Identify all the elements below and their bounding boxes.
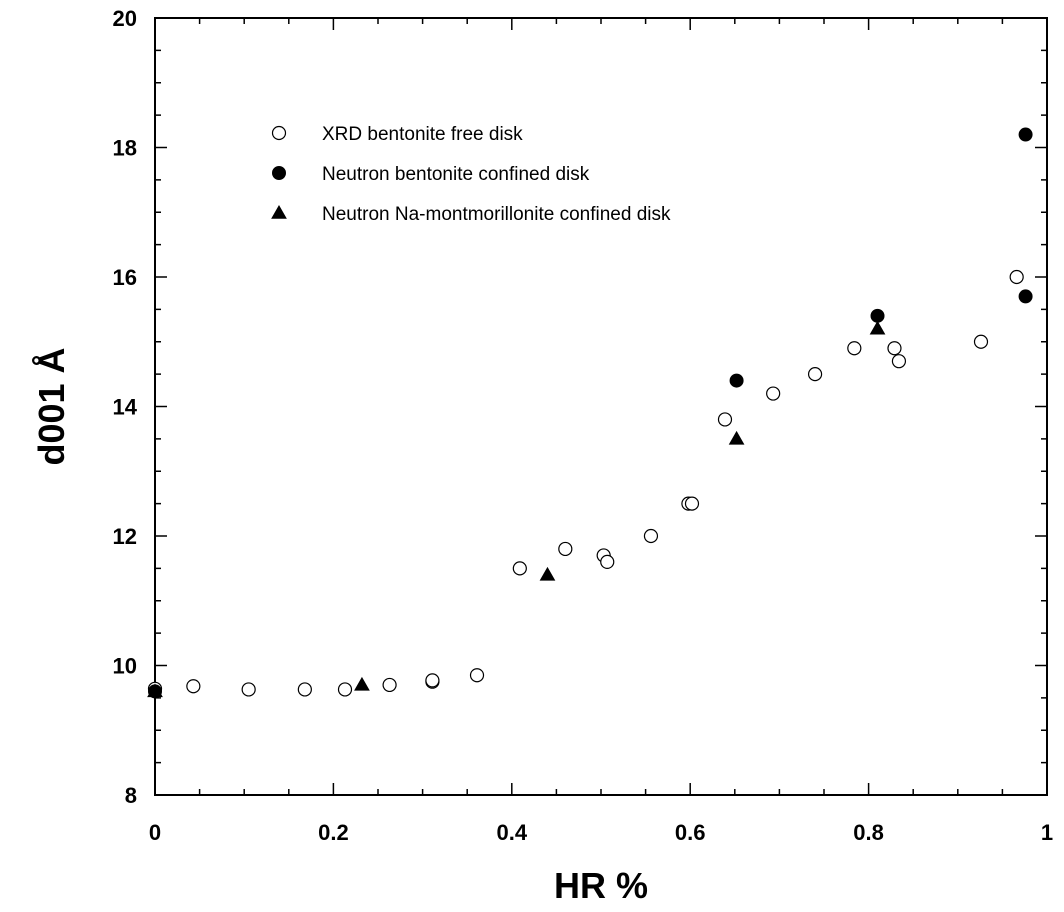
data-point: [337, 682, 353, 697]
legend-item: Neutron bentonite confined disk: [272, 164, 590, 185]
data-point: [186, 679, 201, 694]
y-tick-label: 20: [113, 6, 137, 31]
data-point: [600, 554, 615, 570]
data-point: [643, 528, 659, 544]
x-tick-label: 0.6: [675, 820, 706, 845]
data-point: [869, 320, 886, 335]
data-point: [241, 682, 256, 697]
data-point: [684, 496, 700, 511]
x-tick-label: 0.8: [853, 820, 884, 845]
data-point: [729, 373, 744, 388]
legend-label: Neutron Na-montmorillonite confined disk: [322, 204, 671, 225]
data-point: [147, 683, 163, 698]
data-point: [807, 367, 823, 382]
data-point: [1009, 269, 1024, 285]
x-tick-label: 0.2: [318, 820, 349, 845]
y-tick-label: 12: [113, 524, 137, 549]
series-3: [147, 320, 886, 698]
data-point: [558, 541, 573, 557]
y-tick-label: 10: [113, 654, 137, 679]
data-point: [382, 677, 397, 693]
legend-label: XRD bentonite free disk: [322, 124, 523, 145]
data-point: [354, 676, 370, 691]
data-point: [973, 334, 989, 349]
y-axis-title: d001 Å: [31, 347, 72, 465]
series-1: [147, 269, 1024, 697]
x-tick-label: 0: [149, 820, 161, 845]
x-tick-label: 0.4: [497, 820, 528, 845]
y-tick-label: 16: [113, 265, 137, 290]
legend-marker: [272, 166, 286, 180]
data-point: [847, 341, 862, 356]
data-point: [1018, 127, 1033, 142]
series-2: [148, 127, 1033, 699]
x-tick-label: 1: [1041, 820, 1053, 845]
data-points: [147, 127, 1033, 699]
data-point: [891, 354, 907, 369]
legend-marker: [271, 204, 287, 219]
data-point: [469, 668, 485, 683]
y-tick-label: 8: [125, 783, 137, 808]
x-axis-title: HR %: [554, 865, 648, 906]
data-point: [887, 341, 902, 356]
plot-frame: [154, 17, 1048, 796]
data-point: [425, 673, 440, 688]
plot-border: [154, 17, 1048, 796]
data-point: [728, 430, 745, 445]
legend-label: Neutron bentonite confined disk: [322, 164, 590, 185]
data-point: [512, 561, 527, 576]
data-point: [297, 682, 312, 697]
x-axis-ticks: 0 0.2 0.4 0.6 0.8 1: [149, 18, 1053, 845]
legend-item: XRD bentonite free disk: [271, 124, 523, 145]
legend-marker: [271, 125, 287, 141]
data-point: [1018, 289, 1033, 304]
y-tick-label: 18: [113, 136, 137, 161]
data-point: [766, 386, 781, 401]
data-point: [870, 308, 885, 323]
data-point: [539, 566, 556, 581]
y-tick-label: 14: [113, 395, 138, 420]
y-axis-ticks: 8 10 12 14 16 18 20: [113, 6, 1047, 808]
legend-item: Neutron Na-montmorillonite confined disk: [271, 204, 671, 225]
data-point: [717, 412, 733, 427]
legend: XRD bentonite free disk Neutron bentonite…: [271, 124, 671, 225]
